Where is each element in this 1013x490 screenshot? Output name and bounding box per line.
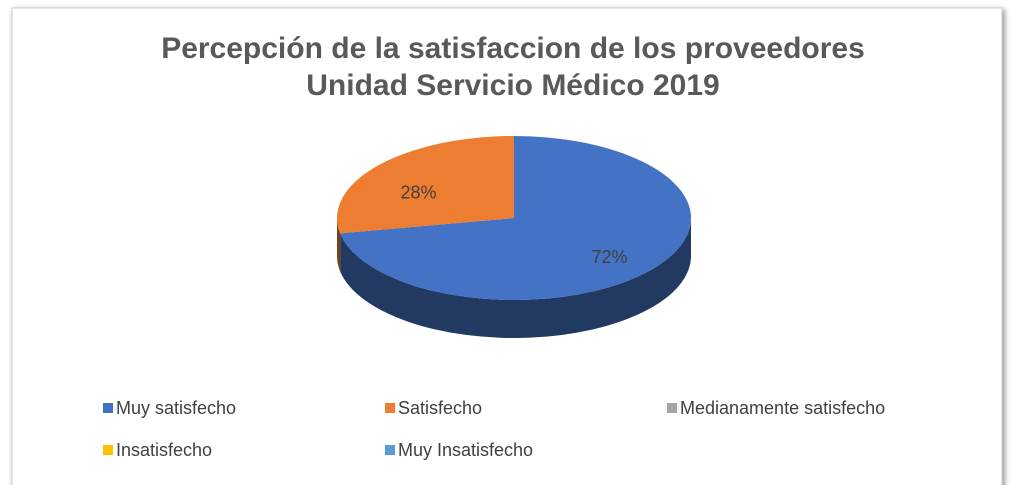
legend-label: Medianamente satisfecho bbox=[680, 398, 885, 418]
data-label: 72% bbox=[591, 247, 627, 267]
pie-slice bbox=[340, 136, 691, 300]
legend-swatch bbox=[385, 403, 395, 413]
data-label: 28% bbox=[401, 182, 437, 202]
pie-side bbox=[337, 218, 341, 272]
legend-label: Satisfecho bbox=[398, 398, 482, 418]
pie-slice bbox=[337, 136, 514, 234]
legend-swatch bbox=[103, 403, 113, 413]
chart-title: Percepción de la satisfaccion de los pro… bbox=[161, 32, 865, 65]
pie-side bbox=[340, 218, 691, 338]
legend-label: Muy satisfecho bbox=[116, 398, 236, 418]
legend-swatch bbox=[103, 445, 113, 455]
legend-label: Muy Insatisfecho bbox=[398, 440, 533, 460]
legend-swatch bbox=[667, 403, 677, 413]
legend-label: Insatisfecho bbox=[116, 440, 212, 460]
legend-swatch bbox=[385, 445, 395, 455]
chart-title: Unidad Servicio Médico 2019 bbox=[306, 69, 719, 102]
